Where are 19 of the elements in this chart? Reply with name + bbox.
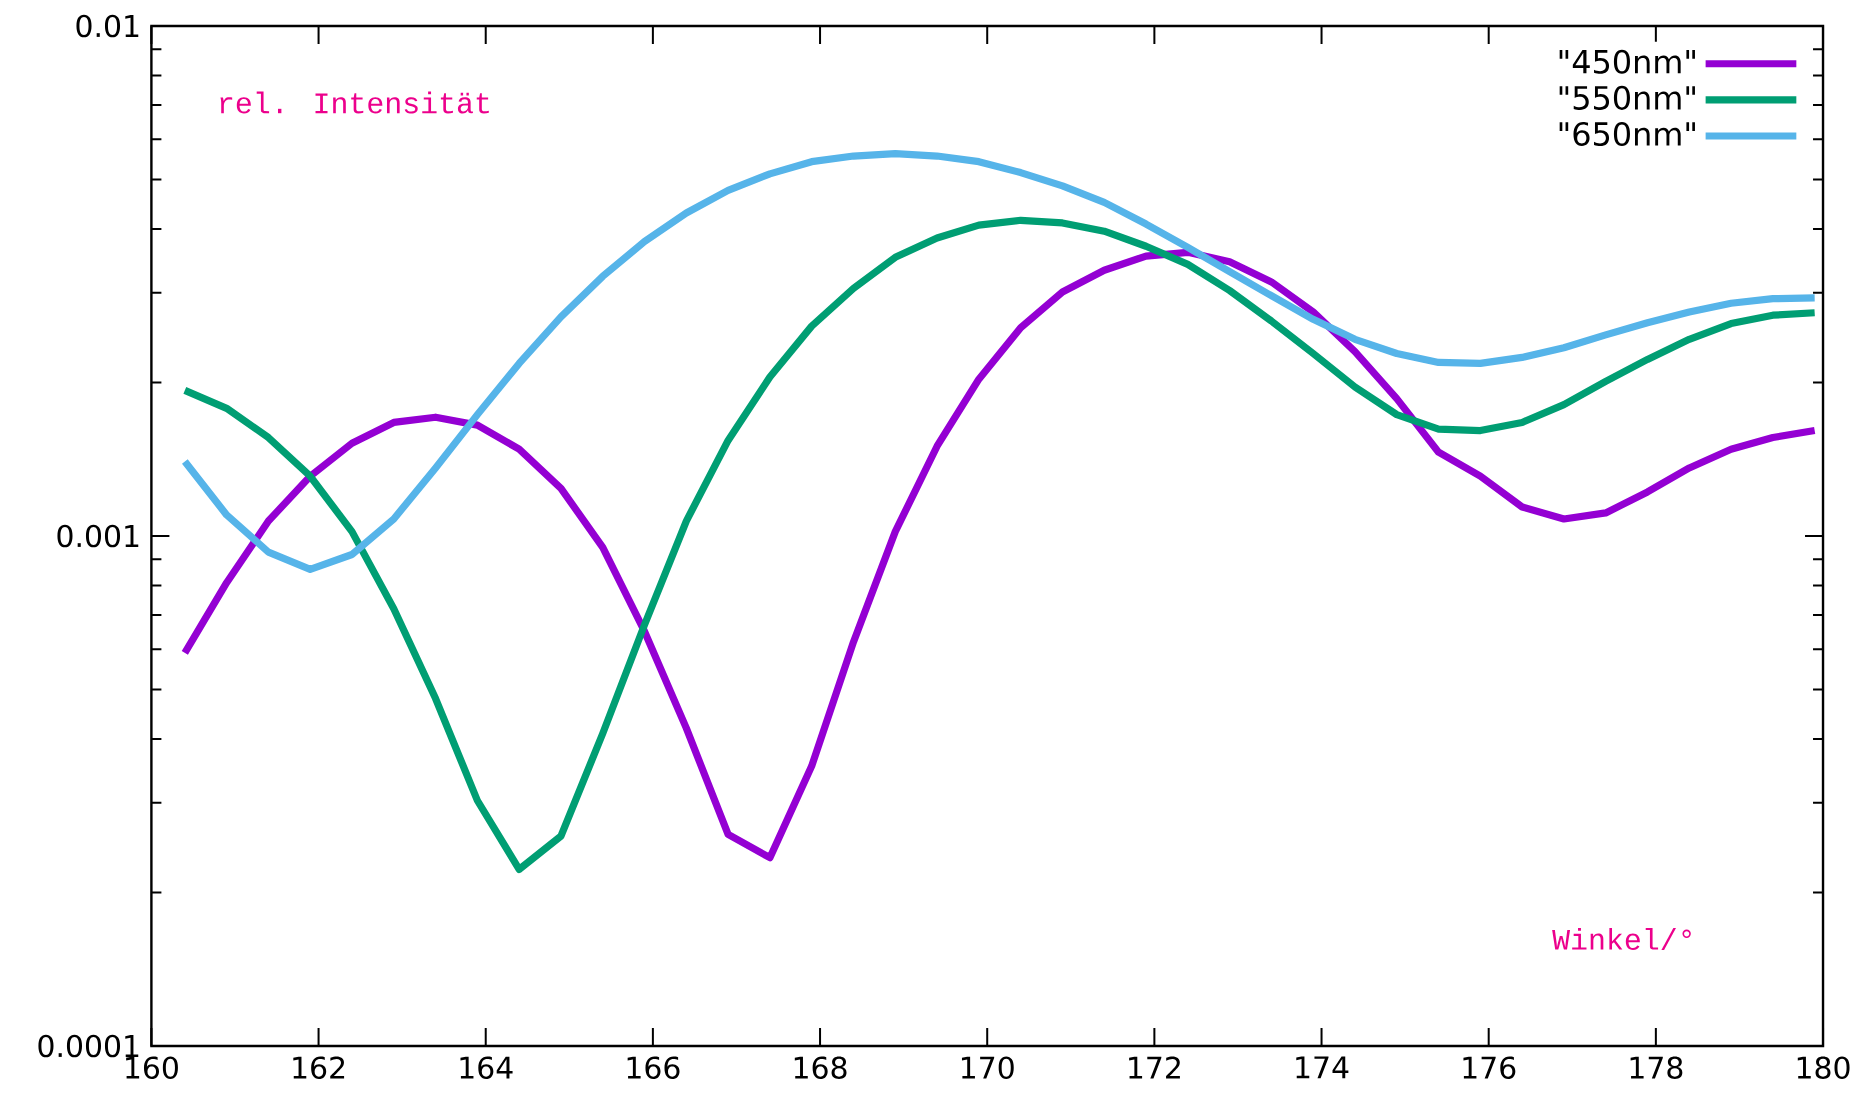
x-tick-label: 176	[1463, 1056, 1516, 1080]
y-tick-label: 0.01	[76, 14, 139, 38]
y-tick-label: 0.001	[57, 524, 139, 548]
y-tick-label: 0.0001	[38, 1034, 139, 1058]
x-tick-label: 160	[126, 1056, 178, 1080]
legend-label: "450nm"	[1559, 49, 1695, 74]
legend-label: "550nm"	[1559, 85, 1695, 110]
x-tick-label: 162	[293, 1056, 345, 1080]
x-tick-label: 174	[1296, 1056, 1349, 1079]
x-tick-label: 172	[1129, 1056, 1180, 1079]
x-tick-label: 168	[794, 1056, 847, 1080]
x-tick-label: 170	[961, 1056, 1014, 1080]
x-tick-label: 178	[1630, 1056, 1683, 1080]
x-tick-label: 164	[460, 1056, 513, 1080]
x-tick-label: 180	[1797, 1056, 1850, 1080]
x-tick-label: 166	[627, 1056, 680, 1080]
y-axis-title: rel. Intensität	[220, 91, 489, 114]
legend-label: "650nm"	[1559, 121, 1695, 147]
x-axis-title: Winkel/°	[1552, 927, 1691, 950]
